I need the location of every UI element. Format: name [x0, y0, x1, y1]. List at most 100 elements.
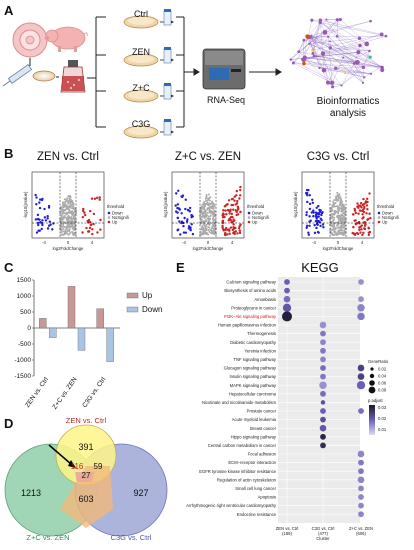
volcano-point-nosig: [335, 205, 338, 208]
volcano-point-down: [317, 219, 320, 223]
kegg-pathway-label: Apoptosis: [258, 495, 276, 500]
volcano-point-nosig: [60, 222, 63, 225]
network-edge: [290, 59, 342, 86]
volcano-point-up: [227, 228, 231, 231]
kegg-dot: [320, 442, 326, 449]
network-edge: [312, 34, 382, 51]
volcano-legend-item: Down: [112, 211, 123, 216]
volcano-point-nosig: [68, 230, 71, 233]
volcano-legend-item: NoSignifi: [112, 215, 129, 220]
volcano-point-nosig: [335, 195, 338, 198]
group-label: Ctrl: [134, 9, 148, 19]
volcano-point-nosig: [72, 207, 75, 210]
volcano-point-down: [34, 193, 37, 197]
kegg-dot: [281, 311, 293, 322]
volcano-point-down: [190, 213, 193, 217]
network-edge: [309, 36, 364, 84]
volcano-point-down: [175, 192, 178, 195]
tube-cap-icon: [164, 9, 171, 12]
network-edge: [359, 45, 371, 58]
volcano-point-nosig: [67, 228, 70, 231]
network-node: [369, 19, 372, 23]
volcano-point-nosig: [341, 216, 344, 219]
volcano-point-down: [315, 226, 318, 230]
volcano-point-nosig: [334, 202, 337, 205]
volcano-point-up: [230, 212, 234, 216]
volcano-point-down: [184, 207, 187, 211]
volcano-point-nosig: [208, 197, 211, 200]
volcano-point-nosig: [338, 231, 341, 234]
volcano-point-nosig: [65, 206, 68, 209]
network-node: [340, 84, 343, 87]
volcano-point-up: [99, 218, 102, 222]
volcano-point-down: [313, 223, 316, 227]
volcano-point-nosig: [335, 197, 338, 200]
network-edge: [328, 19, 341, 37]
volcano-point-up: [236, 207, 240, 210]
volcano-plots: ZEN vs. Ctrl -4 0 4 log2FoldChange -log10(pva…: [23, 151, 399, 251]
bar-category-label: Z+C vs. ZEN: [51, 376, 78, 411]
volcano-x-tick: 0: [337, 240, 340, 245]
volcano-point-up: [82, 207, 85, 211]
network-edge: [330, 47, 370, 52]
volcano-point-down: [308, 194, 311, 197]
volcano-point-down: [312, 209, 315, 212]
volcano-legend-item: NoSignifi: [252, 215, 269, 220]
volcano-point-nosig: [211, 200, 214, 203]
volcano-point-up: [228, 212, 231, 215]
volcano-point-nosig: [207, 193, 210, 196]
kegg-pathway-label: Human papillomavirus infection: [218, 323, 277, 328]
volcano-point-nosig: [200, 208, 203, 211]
volcano-legend-dot: [107, 216, 111, 219]
volcano-point-nosig: [213, 229, 216, 232]
kegg-dot: [356, 381, 366, 390]
network-edge: [293, 19, 327, 64]
volcano-point-nosig: [343, 213, 346, 216]
kegg-pathway-label: Diabetic cardiomyopathy: [230, 340, 277, 345]
volcano-point-down: [41, 219, 44, 222]
petri-dish-inner: [128, 91, 154, 99]
network-edge: [307, 22, 321, 37]
volcano-point-down: [46, 227, 50, 230]
venn-overlap-shade: [60, 466, 113, 528]
volcano-legend-item: Down: [252, 211, 263, 216]
volcano-point-up: [221, 224, 224, 228]
bar-y-tick: 500: [20, 309, 31, 316]
volcano-point-nosig: [72, 215, 75, 218]
volcano-point-down: [182, 224, 185, 228]
volcano-point-nosig: [338, 226, 341, 229]
network-edge: [298, 51, 355, 64]
volcano-point-down: [191, 232, 195, 236]
volcano-point-nosig: [201, 203, 204, 206]
volcano-point-up: [232, 208, 235, 211]
volcano-point-nosig: [204, 227, 207, 230]
volcano-point-down: [40, 227, 43, 231]
volcano-point-down: [189, 227, 192, 231]
volcano-point-nosig: [59, 225, 62, 228]
volcano-point-nosig: [59, 208, 62, 211]
volcano-point-down: [176, 211, 179, 214]
network-node: [311, 51, 315, 55]
volcano-point-up: [227, 199, 231, 202]
tube-cap-icon: [164, 47, 171, 50]
volcano-point-up: [229, 226, 233, 229]
volcano-point-nosig: [60, 225, 63, 228]
venn-zen-only: 391: [78, 442, 93, 452]
volcano-legend-item: Up: [382, 220, 388, 225]
volcano-legend-dot: [247, 220, 251, 224]
venn-zen-c3g: 59: [94, 462, 103, 471]
volcano-point-nosig: [74, 228, 77, 231]
network-edge: [320, 22, 371, 58]
volcano-point-nosig: [199, 230, 202, 233]
volcano-point-down: [185, 220, 189, 223]
volcano-point-nosig: [212, 212, 215, 215]
kegg-size-legend-dot: [368, 386, 376, 394]
kegg-cluster-count: (477): [318, 531, 328, 536]
volcano-x-label: log2FoldChange: [53, 246, 84, 251]
kegg-dot: [357, 476, 365, 484]
volcano-point-up: [363, 207, 366, 210]
volcano-point-nosig: [339, 220, 342, 223]
network-node: [361, 65, 366, 70]
volcano-point-nosig: [73, 217, 76, 220]
volcano-point-up: [222, 228, 225, 231]
